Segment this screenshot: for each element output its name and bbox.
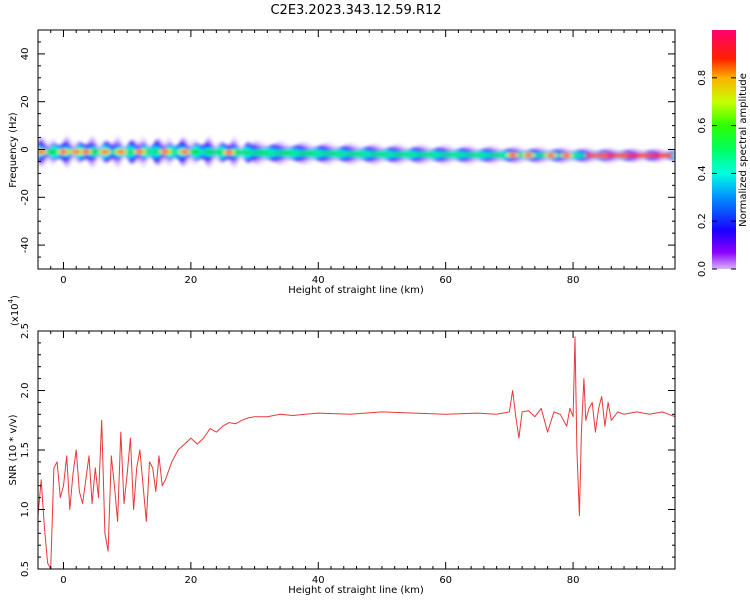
snr-xlabel: Height of straight line (km): [288, 585, 424, 596]
y-tick-label: 2.0: [20, 383, 31, 399]
heatmap-hotspot: [546, 153, 555, 157]
colorbar-tick-label: 0.2: [697, 213, 708, 229]
heatmap-hotspot: [225, 150, 234, 154]
figure-title: C2E3.2023.343.12.59.R12: [270, 3, 441, 18]
heatmap-hotspot: [180, 150, 189, 154]
x-tick-label: 20: [185, 575, 198, 586]
colorbar-tick-label: 0.8: [697, 70, 708, 86]
snr-ticks: 0 20 40 60 80 0.5 1.0 1.5 2.0 2.5: [20, 323, 676, 586]
heatmap-panel: 0 20 40 60 80 -40 -20 0 20 40 Height of straight …: [8, 29, 676, 296]
snr-ylabel: SNR (10 * v/v): [8, 414, 19, 485]
heatmap-hotspot: [562, 153, 571, 158]
svg-text:(x104): (x104): [7, 295, 21, 326]
heatmap-hotspot: [161, 150, 170, 154]
heatmap-xlabel: Height of straight line (km): [288, 285, 424, 296]
y-tick-label: -40: [20, 237, 31, 253]
colorbar-gradient: [712, 30, 736, 269]
y-tick-label: 0: [20, 146, 31, 152]
heatmap-hotspot: [135, 150, 144, 154]
heatmap-hotspot: [38, 150, 46, 154]
x-tick-label: 60: [439, 275, 452, 286]
x-tick-label: 60: [439, 575, 452, 586]
y-tick-label: 40: [20, 48, 31, 61]
x-tick-label: 80: [567, 575, 580, 586]
colorbar-tick-label: 0.6: [697, 118, 708, 134]
heatmap-hotspot: [508, 153, 517, 157]
y-tick-label: 20: [20, 95, 31, 108]
y-tick-label: 0.5: [20, 561, 31, 577]
snr-scale-factor: (x104): [7, 295, 21, 326]
snr-scale-label: (x10: [10, 303, 21, 326]
heatmap-core: [585, 153, 672, 158]
x-tick-label: 40: [312, 575, 325, 586]
snr-series-line: [38, 336, 675, 569]
y-tick-label: -20: [20, 189, 31, 205]
colorbar-tick-label: 0.0: [697, 261, 708, 277]
heatmap-hotspot: [524, 153, 533, 157]
colorbar: 0.0 0.2 0.4 0.6 0.8 Normalized spectral ampl…: [697, 30, 749, 277]
y-tick-label: 2.5: [20, 323, 31, 339]
snr-frame: [37, 330, 676, 570]
heatmap-hotspot: [72, 150, 81, 154]
x-tick-label: 40: [312, 275, 325, 286]
heatmap-hotspot: [100, 150, 109, 154]
y-tick-label: 1.5: [20, 442, 31, 458]
heatmap-hotspot: [81, 150, 90, 154]
heatmap-ylabel: Frequency (Hz): [8, 112, 19, 188]
snr-panel: 0 20 40 60 80 0.5 1.0 1.5 2.0 2.5 Height of strai…: [7, 295, 676, 596]
heatmap-hotspot: [116, 150, 125, 154]
y-tick-label: 1.0: [20, 502, 31, 518]
x-tick-label: 0: [60, 275, 66, 286]
x-tick-label: 80: [567, 275, 580, 286]
heatmap-hotspot: [59, 150, 68, 154]
colorbar-tick-label: 0.4: [697, 165, 708, 181]
x-tick-label: 0: [60, 575, 66, 586]
x-tick-label: 20: [185, 275, 198, 286]
snr-scale-exponent: 4: [7, 298, 15, 303]
colorbar-ticks: 0.0 0.2 0.4 0.6 0.8: [697, 70, 736, 277]
heatmap-band: [38, 134, 675, 170]
colorbar-label: Normalized spectral amplitude: [738, 73, 749, 227]
heatmap-ticks: 0 20 40 60 80 -40 -20 0 20 40: [20, 29, 676, 286]
